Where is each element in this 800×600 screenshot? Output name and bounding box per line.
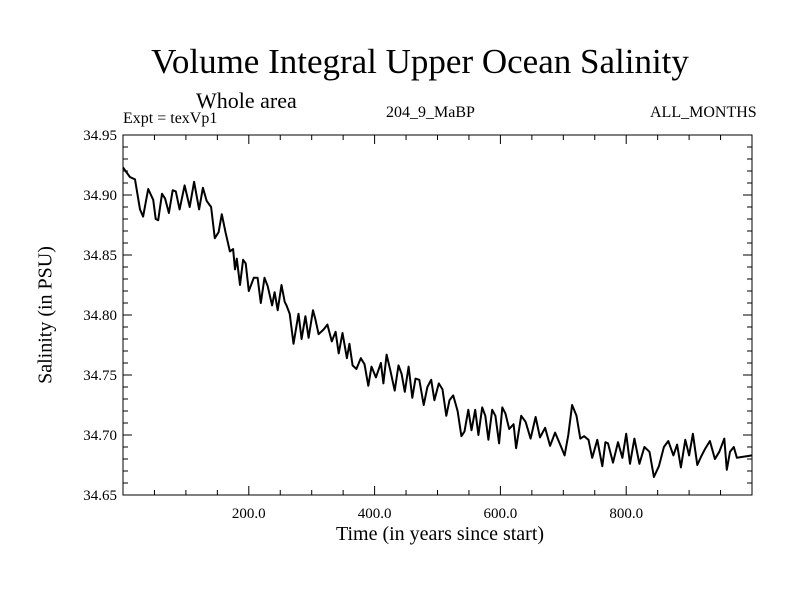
chart-title: Volume Integral Upper Ocean Salinity <box>151 42 689 81</box>
plot-frame <box>122 134 753 496</box>
y-axis-label: Salinity (in PSU) <box>34 246 57 384</box>
y-tick-label: 34.95 <box>83 128 117 144</box>
run-label: 204_9_MaBP <box>386 104 475 121</box>
x-tick-label: 600.0 <box>484 506 518 522</box>
chart-subtitle: Whole area <box>196 88 297 113</box>
y-tick-label: 34.75 <box>83 368 117 384</box>
months-label: ALL_MONTHS <box>650 104 757 121</box>
x-tick-label: 400.0 <box>358 506 392 522</box>
x-tick-label: 800.0 <box>609 506 643 522</box>
x-tick-label: 200.0 <box>232 506 266 522</box>
x-tick-labels: 200.0 400.0 600.0 800.0 <box>232 506 643 522</box>
y-tick-label: 34.90 <box>83 188 117 204</box>
y-tick-labels: 34.65 34.70 34.75 34.80 34.85 34.90 34.95 <box>83 128 117 504</box>
y-tick-label: 34.85 <box>83 248 117 264</box>
y-tick-label: 34.80 <box>83 308 117 324</box>
x-axis-label: Time (in years since start) <box>335 523 545 545</box>
salinity-series-line <box>122 166 753 478</box>
experiment-label: Expt = texVp1 <box>123 110 218 127</box>
y-tick-label: 34.65 <box>83 488 117 504</box>
axis-ticks <box>123 135 752 495</box>
y-tick-label: 34.70 <box>83 428 117 444</box>
